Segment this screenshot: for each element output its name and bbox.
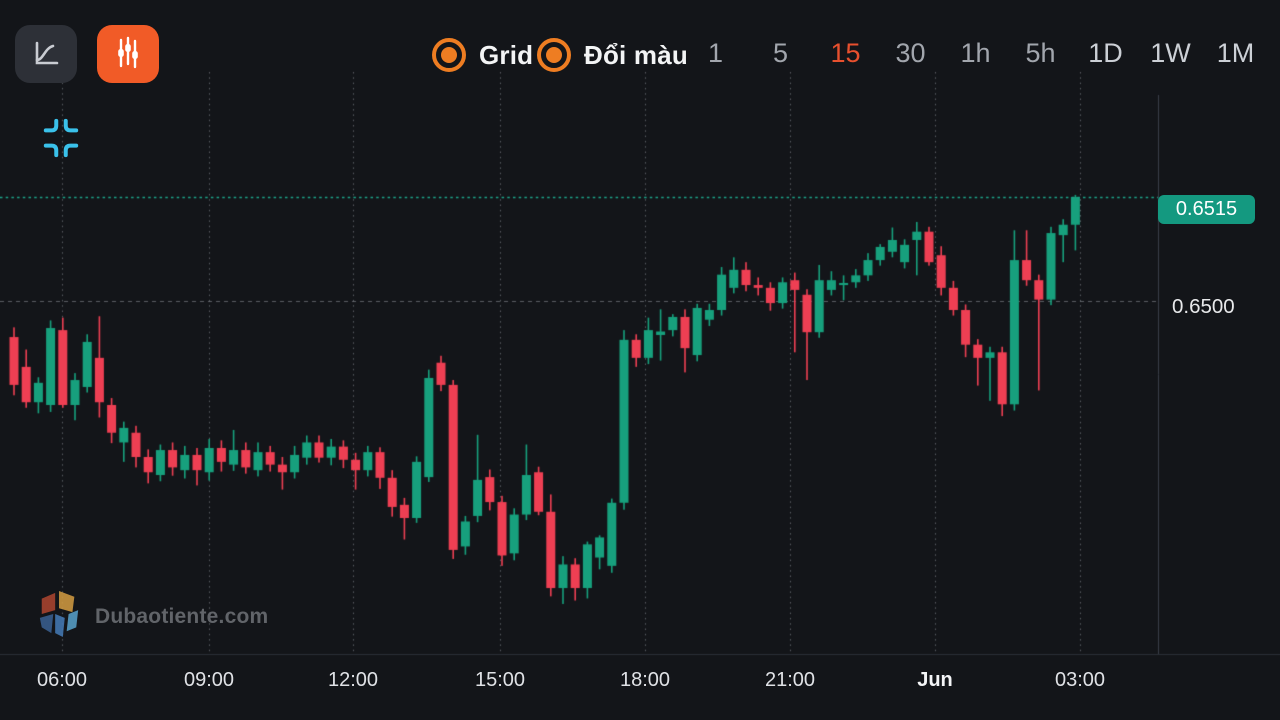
timeframe-selector: 1 5 15 30 1h 5h 1D 1W 1M <box>692 38 1259 69</box>
grid-toggle-label: Grid <box>479 39 534 70</box>
time-axis-label: 03:00 <box>1054 669 1106 691</box>
line-chart-icon <box>30 37 62 72</box>
timeframe-1d[interactable]: 1D <box>1082 38 1129 69</box>
timeframe-1h[interactable]: 1h <box>952 38 999 69</box>
time-axis-label: 09:00 <box>183 669 235 691</box>
time-axis-label: 15:00 <box>474 669 526 691</box>
time-axis-label: 06:00 <box>36 669 88 691</box>
change-color-toggle-label: Đổi màu <box>584 39 688 70</box>
change-color-toggle[interactable]: Đổi màu <box>537 38 688 72</box>
time-axis-label: Jun <box>917 669 953 691</box>
timeframe-1[interactable]: 1 <box>692 38 739 69</box>
timeframe-30[interactable]: 30 <box>887 38 934 69</box>
current-price-badge: 0.6515 <box>1158 195 1255 224</box>
collapse-icon <box>42 118 80 161</box>
dubaotiente-logo <box>36 589 82 644</box>
time-axis-label: 21:00 <box>764 669 816 691</box>
timeframe-5h[interactable]: 5h <box>1017 38 1064 69</box>
watermark: Dubaotiente.com <box>36 589 268 644</box>
change-color-toggle-radio <box>537 38 571 72</box>
price-axis-label: 0.6500 <box>1172 295 1235 318</box>
chart-type-button[interactable] <box>15 25 77 83</box>
timeframe-5[interactable]: 5 <box>757 38 804 69</box>
time-axis-label: 18:00 <box>619 669 671 691</box>
timeframe-15[interactable]: 15 <box>822 38 869 69</box>
collapse-button[interactable] <box>41 118 81 160</box>
candlestick-sliders-icon <box>112 36 144 73</box>
grid-toggle-radio <box>432 38 466 72</box>
grid-toggle[interactable]: Grid <box>432 38 533 72</box>
timeframe-1w[interactable]: 1W <box>1147 38 1194 69</box>
timeframe-1m[interactable]: 1M <box>1212 38 1259 69</box>
indicators-button[interactable] <box>97 25 159 83</box>
time-axis-label: 12:00 <box>327 669 379 691</box>
watermark-text: Dubaotiente.com <box>95 604 269 628</box>
